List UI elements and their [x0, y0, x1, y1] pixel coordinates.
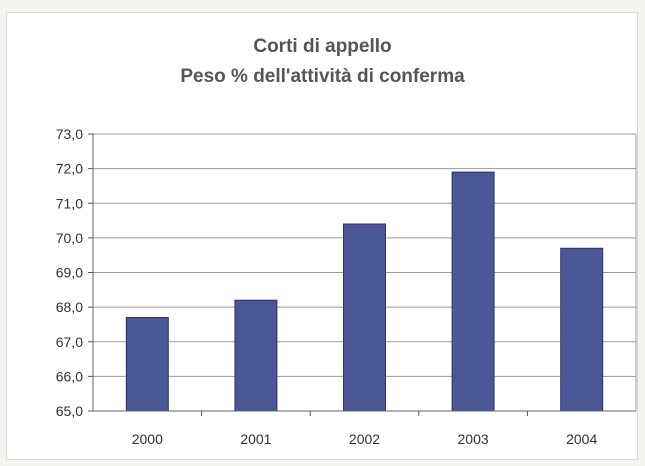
bar-2001	[234, 299, 278, 412]
x-tick-label: 2000	[132, 431, 163, 447]
y-tick-label: 68,0	[56, 299, 83, 315]
chart-title: Corti di appello	[253, 36, 392, 57]
y-tick-label: 71,0	[56, 195, 83, 211]
axes	[92, 134, 637, 412]
bar-2004	[560, 247, 604, 412]
y-tick-label: 73,0	[56, 126, 83, 142]
chart-subtitle: Peso % dell'attività di conferma	[180, 66, 465, 87]
x-tick-label: 2004	[566, 431, 597, 447]
y-tick-label: 70,0	[56, 230, 83, 246]
y-tick-label: 67,0	[56, 334, 83, 350]
x-tick-label: 2002	[349, 431, 380, 447]
chart-frame	[6, 12, 638, 460]
y-tick-label: 65,0	[56, 403, 83, 419]
bar-2000	[125, 317, 169, 412]
bar-2002	[343, 223, 386, 412]
x-tick-label: 2003	[458, 431, 489, 447]
x-tick-label: 2001	[240, 431, 271, 447]
bars	[125, 171, 604, 412]
y-tick-label: 66,0	[56, 368, 83, 384]
x-axis-ticks: 2000 2001 2002 2003 2004	[132, 411, 597, 447]
y-axis-ticks: 65,0 66,0 67,0 68,0 69,0 70,0 71,0 72,0 73,0	[56, 126, 93, 419]
y-tick-label: 72,0	[56, 161, 83, 177]
bar-2003	[451, 171, 495, 412]
y-tick-label: 69,0	[56, 265, 83, 281]
